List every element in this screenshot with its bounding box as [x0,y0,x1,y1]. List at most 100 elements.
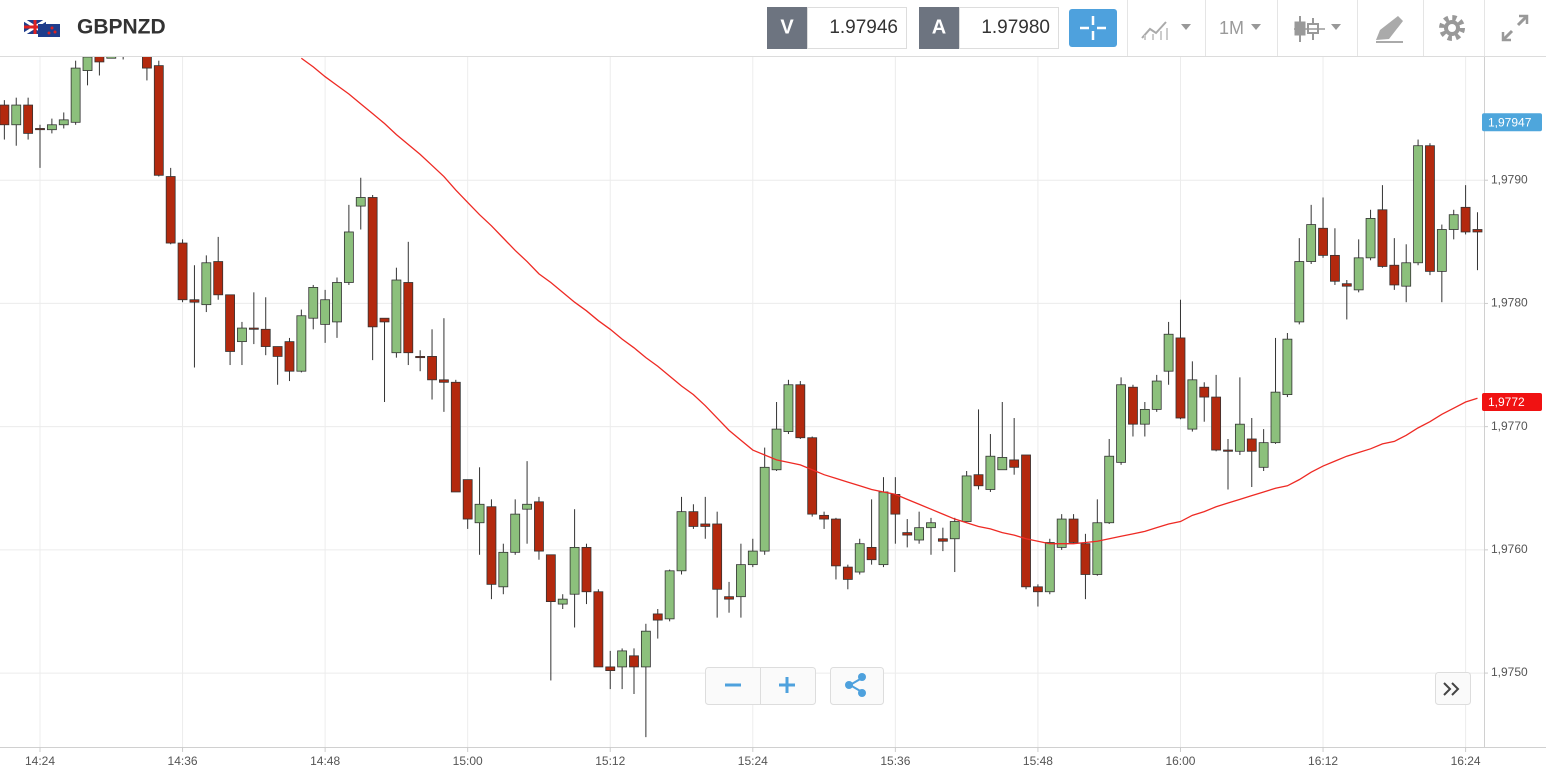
candle-body [1472,229,1483,233]
candle-body [652,613,663,621]
line-series [300,57,1478,545]
candle-body [1009,459,1020,468]
candle-body [1044,542,1055,593]
candle-body [783,384,794,432]
candle-body [70,67,81,123]
candle-body [736,564,746,598]
settings-button[interactable] [1439,15,1465,41]
bid-box[interactable] [807,7,907,49]
candle-body [522,503,532,510]
candle-body [462,479,473,520]
candle-body [842,566,853,580]
candle-body [878,491,889,566]
candle-body [510,513,521,553]
bid-tag-bg[interactable] [767,7,807,49]
candle-body [640,630,651,668]
candle-body [1163,333,1174,372]
bid-price[interactable]: 1.97946 [829,17,898,38]
candle-body [807,437,818,515]
candle-body [498,551,509,588]
candle-body [961,475,972,522]
ask-box[interactable] [959,7,1059,49]
candle-body [1151,380,1162,410]
candle-body [1413,145,1423,264]
candle-body [1080,543,1091,575]
candle-body [1104,455,1115,524]
candle-body [1092,522,1103,575]
candle-body [617,650,628,668]
candle-body [415,356,426,359]
y-tick-label: 1,9760 [1491,542,1528,556]
candle-body [343,231,354,283]
candle-body [1139,408,1150,425]
candle-body [1341,283,1352,287]
candle-body [23,104,34,134]
bid-tag[interactable]: V [780,16,794,38]
candle-body [771,428,782,471]
candle-body [391,279,402,354]
ask-price[interactable]: 1.97980 [981,17,1050,38]
candle-body [1258,442,1269,468]
candle-body [1187,379,1198,430]
candle-body [165,176,176,244]
candle-body [213,261,224,296]
scroll-right-button[interactable] [1435,672,1471,705]
candle-body [1389,264,1400,286]
candle-body [272,346,283,357]
candle-body [260,328,271,347]
ask-tag[interactable]: A [932,16,946,38]
candle-body [1377,209,1388,267]
timeframe-button[interactable]: 1M [1219,18,1261,38]
candle-body [973,474,984,487]
candle-body [1401,262,1412,287]
y-tick-label: 1,9790 [1491,172,1528,186]
candle-body [284,341,295,372]
x-tick-label: 15:12 [595,754,625,768]
x-tick-label: 15:36 [880,754,910,768]
candle-body [926,522,936,529]
candle-body [712,523,723,590]
candle-body [403,282,414,354]
candle-body [320,299,331,325]
draw-tool-button[interactable] [1376,16,1403,43]
axes: 1,9750 1,9760 1,9770 1,9780 1,9790 14:24 14:36… [25,113,1542,768]
candle-body [439,379,449,383]
timeframe[interactable]: 1M [1219,18,1244,38]
candle-body [545,554,556,603]
zoom-in-button[interactable] [779,677,795,693]
candle-body [569,546,580,595]
candle-body [308,287,319,319]
candle-body [332,282,342,323]
y-tick-label: 1,9750 [1491,665,1528,679]
candle-body [58,119,69,126]
candle-body [367,197,378,328]
fullscreen-button[interactable] [1501,14,1529,42]
crosshair-button[interactable] [1069,9,1117,47]
candle-body [997,457,1008,471]
candle-body [296,315,307,372]
candle-body [605,666,616,672]
candle-body [82,57,93,71]
candle-body [593,591,604,668]
ask-tag-bg[interactable] [919,7,959,49]
candle-body [795,384,806,439]
candle-body [759,466,770,552]
y-tick-label: 1,9780 [1491,296,1528,310]
candle-type-button[interactable] [1294,16,1341,42]
share-button[interactable] [830,667,884,705]
candle-body [1448,214,1459,230]
chart-type-button[interactable] [1141,21,1191,40]
candle-body [949,521,960,540]
candle-body [1282,338,1293,396]
zoom-controls [705,667,1471,705]
x-tick-label: 16:12 [1308,754,1338,768]
candle-body [1460,206,1471,233]
candle-body [629,655,639,668]
candle-body [1246,438,1257,452]
candle-body [142,57,152,69]
price-tag [1482,393,1542,411]
candle-body [890,494,901,515]
x-tick-label: 16:00 [1165,754,1195,768]
candle-body [676,511,687,572]
